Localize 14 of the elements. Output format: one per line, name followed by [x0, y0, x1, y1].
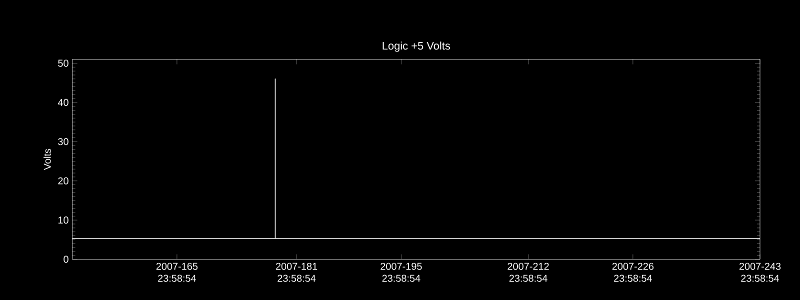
y-tick-label: 30 [58, 138, 68, 146]
x-tick-label: 2007-165 23:58:54 [156, 262, 198, 282]
y-tick-label: 10 [58, 216, 68, 224]
x-tick-label: 2007-226 23:58:54 [612, 262, 654, 282]
y-tick-label: 40 [58, 98, 68, 106]
chart-title: Logic +5 Volts [382, 42, 450, 52]
y-axis-title: Volts [44, 148, 51, 170]
y-tick-label: 50 [58, 60, 68, 67]
y-tick-label: 0 [64, 256, 68, 263]
x-tick-label: 2007-243 23:58:54 [739, 262, 781, 282]
x-tick-label: 2007-212 23:58:54 [508, 262, 549, 282]
x-tick-label: 2007-181 23:58:54 [276, 262, 318, 282]
x-tick-label: 2007-195 23:58:54 [380, 262, 422, 282]
y-tick-label: 20 [58, 177, 68, 184]
